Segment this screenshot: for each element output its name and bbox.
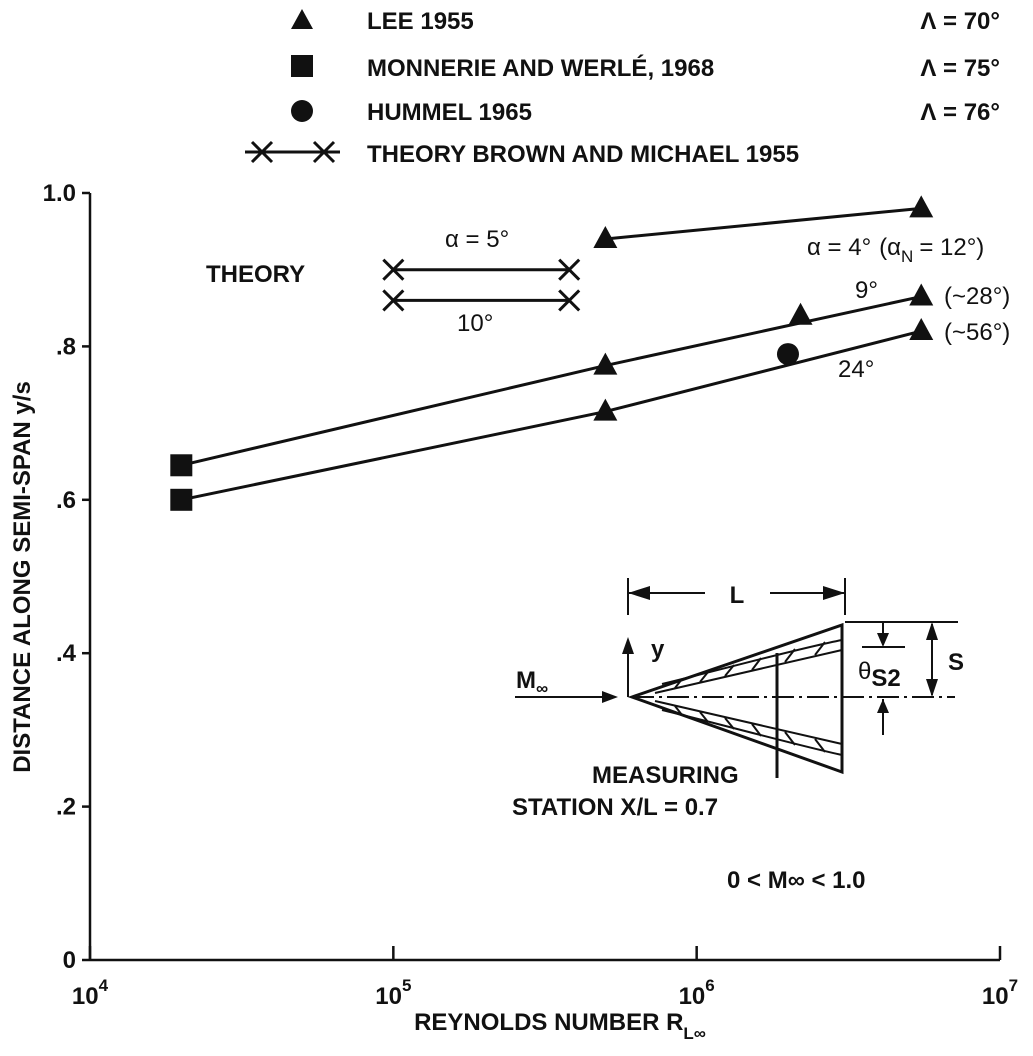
legend-label-hummel: HUMMEL 1965 [367, 99, 532, 126]
inset-label-L: L [730, 582, 745, 609]
legend-square-marker [291, 55, 313, 77]
inset-wing-planform [627, 622, 844, 775]
x-axis-title-subscript: L∞ [683, 1024, 706, 1043]
x-ticks: 104 105 106 107 [72, 946, 1018, 1010]
legend-triangle-marker [291, 9, 313, 29]
x-tick-label: 106 [679, 976, 715, 1010]
data-series-line [181, 329, 922, 502]
annotations: THEORY α = 5° 10° α = 4° (αN = 12°) 9° (~2… [206, 226, 1010, 894]
annotation-28deg: (~28°) [944, 283, 1010, 310]
y-tick-label: 1.0 [43, 180, 76, 207]
annotation-alpha4: α = 4° (αN = 12°) [807, 234, 984, 266]
annotation-measuring-2: STATION X/L = 0.7 [512, 794, 718, 821]
data-point-circle [776, 343, 799, 366]
y-tick-label: 0 [63, 947, 76, 974]
y-tick-label: .4 [56, 640, 77, 667]
legend-label-monnerie: MONNERIE AND WERLÉ, 1968 [367, 54, 714, 82]
data-point-triangle [593, 226, 618, 249]
legend-sweep-monnerie: Λ = 75° [920, 55, 1000, 82]
x-axis-title: REYNOLDS NUMBER RL∞ [414, 1009, 706, 1043]
theory-point-marker [382, 258, 405, 281]
legend: LEE 1955 Λ = 70° MONNERIE AND WERLÉ, 196… [245, 8, 1000, 168]
legend-theory-marker [245, 140, 340, 164]
axes [88, 193, 1000, 962]
data-point-square [170, 454, 193, 477]
y-ticks: 0 .2 .4 .6 .8 1.0 [43, 180, 90, 974]
legend-label-lee: LEE 1955 [367, 8, 474, 35]
data-markers [170, 195, 934, 511]
x-tick-label: 107 [982, 976, 1018, 1010]
data-point-triangle [909, 283, 934, 306]
annotation-measuring-1: MEASURING [592, 762, 739, 789]
x-tick-label: 104 [72, 976, 109, 1010]
inset-label-y: y [651, 636, 665, 663]
y-tick-label: .8 [56, 333, 76, 360]
data-series-line [605, 206, 922, 241]
legend-label-theory: THEORY BROWN AND MICHAEL 1955 [367, 141, 799, 168]
inset-label-S: S [948, 649, 964, 676]
data-point-triangle [909, 195, 934, 218]
theory-point-marker [382, 289, 405, 312]
data-point-square [170, 488, 193, 511]
x-tick-label: 105 [375, 976, 411, 1010]
y-axis-title: DISTANCE ALONG SEMI-SPAN y/s [9, 381, 36, 773]
legend-circle-marker [291, 100, 313, 122]
annotation-10deg: 10° [457, 310, 493, 337]
data-point-triangle [909, 318, 934, 341]
legend-sweep-lee: Λ = 70° [920, 8, 1000, 35]
data-point-triangle [788, 302, 813, 325]
data-point-triangle [593, 352, 618, 375]
inset-label-mach: M∞ [516, 667, 548, 698]
y-tick-label: .6 [56, 487, 76, 514]
inset-label-theta: θS2 [858, 658, 901, 692]
y-tick-label: .2 [56, 794, 76, 821]
legend-sweep-hummel: Λ = 76° [920, 99, 1000, 126]
annotation-24deg: 24° [838, 356, 874, 383]
theory-point-marker [558, 289, 581, 312]
inset-wing-diagram: L y M∞ S θS2 [515, 578, 964, 778]
annotation-56deg: (~56°) [944, 319, 1010, 346]
annotation-theory: THEORY [206, 261, 305, 288]
annotation-alpha5: α = 5° [445, 226, 509, 253]
theory-point-marker [558, 258, 581, 281]
annotation-mach-range: 0 < M∞ < 1.0 [727, 867, 866, 894]
annotation-9deg: 9° [855, 277, 878, 304]
data-point-triangle [593, 398, 618, 421]
theory-lines [382, 258, 581, 312]
